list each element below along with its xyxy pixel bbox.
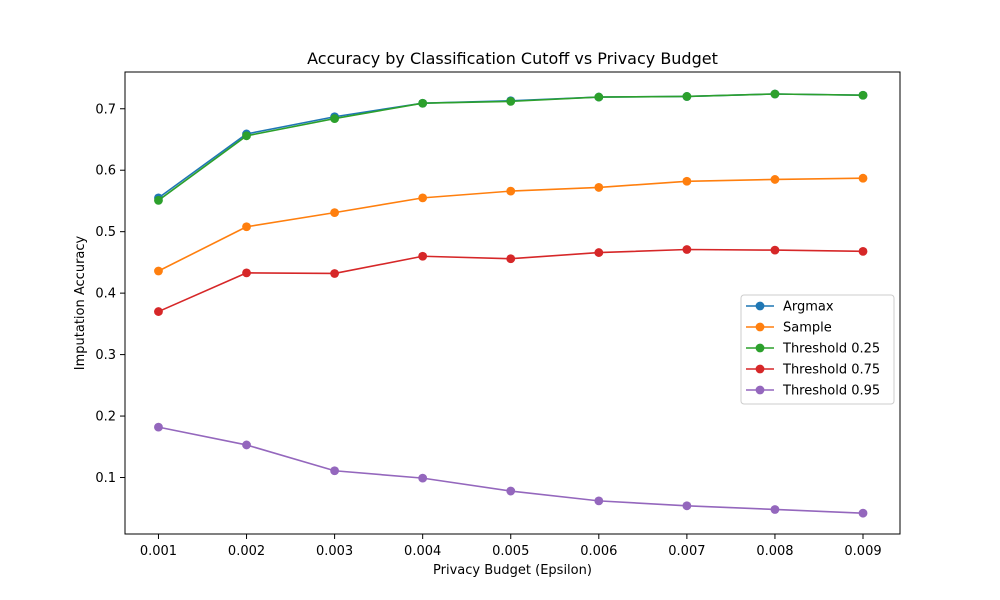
legend-box xyxy=(740,294,895,405)
data-point xyxy=(330,466,340,476)
x-tick-label: 0.004 xyxy=(404,544,441,559)
y-tick-label: 0.7 xyxy=(95,102,116,117)
data-point xyxy=(506,186,516,196)
y-tick-label: 0.2 xyxy=(95,410,116,425)
data-point xyxy=(858,508,868,518)
data-point xyxy=(242,268,251,278)
data-point xyxy=(770,175,780,184)
y-tick-label: 0.5 xyxy=(95,225,116,240)
x-tick-label: 0.007 xyxy=(668,544,705,559)
y-tick-label: 0.4 xyxy=(95,287,116,302)
x-tick-label: 0.001 xyxy=(140,544,177,559)
y-axis-label: Imputation Accuracy xyxy=(73,235,88,370)
data-point xyxy=(594,92,604,102)
x-tick-label: 0.009 xyxy=(844,544,881,559)
legend-marker xyxy=(755,301,765,311)
data-point xyxy=(242,440,251,450)
data-point xyxy=(330,269,340,278)
plot-frame xyxy=(124,71,901,535)
x-tick-label: 0.006 xyxy=(580,544,617,559)
x-axis-label: Privacy Budget (Epsilon) xyxy=(433,563,592,578)
data-point xyxy=(594,248,604,257)
data-point xyxy=(682,245,692,254)
data-point xyxy=(242,131,251,141)
data-point xyxy=(506,254,516,264)
data-point xyxy=(242,222,251,232)
data-point xyxy=(506,486,516,496)
data-point xyxy=(858,173,868,183)
data-point xyxy=(330,208,340,218)
data-point xyxy=(154,266,163,276)
y-tick-label: 0.1 xyxy=(95,471,116,486)
legend-marker xyxy=(755,322,765,332)
data-point xyxy=(682,501,692,511)
data-point xyxy=(858,246,868,256)
data-point xyxy=(858,90,868,100)
legend-marker xyxy=(755,364,765,374)
data-point xyxy=(154,195,163,205)
data-point xyxy=(594,496,604,506)
y-tick-label: 0.3 xyxy=(95,348,116,363)
plot-area: 0.001 0.002 0.003 0.004 0.005 0.006 0.007 0.008… xyxy=(95,71,901,559)
data-point xyxy=(770,505,780,514)
data-point xyxy=(770,245,780,255)
data-point xyxy=(594,183,604,192)
data-point xyxy=(418,98,428,108)
x-tick-label: 0.008 xyxy=(756,544,793,559)
legend-entry: Threshold 0.25 xyxy=(782,342,880,357)
data-point xyxy=(770,89,780,99)
x-tick-label: 0.002 xyxy=(228,544,265,559)
data-point xyxy=(506,96,516,106)
x-tick-label: 0.003 xyxy=(316,544,353,559)
y-tick-label: 0.6 xyxy=(95,164,116,179)
data-point xyxy=(330,114,340,123)
data-point xyxy=(418,473,428,483)
data-point xyxy=(418,251,428,261)
legend-entry: Sample xyxy=(783,321,832,336)
legend-marker xyxy=(755,385,765,395)
legend-marker xyxy=(755,343,765,353)
legend-entry: Threshold 0.75 xyxy=(782,363,880,378)
legend-entry: Argmax xyxy=(783,300,834,315)
data-point xyxy=(154,422,163,432)
data-point xyxy=(682,92,692,101)
x-tick-label: 0.005 xyxy=(492,544,529,559)
data-point xyxy=(682,176,692,186)
data-point xyxy=(154,307,163,316)
chart-title: Accuracy by Classification Cutoff vs Pri… xyxy=(307,49,718,68)
legend-entry: Threshold 0.95 xyxy=(782,384,880,399)
data-point xyxy=(418,193,428,203)
